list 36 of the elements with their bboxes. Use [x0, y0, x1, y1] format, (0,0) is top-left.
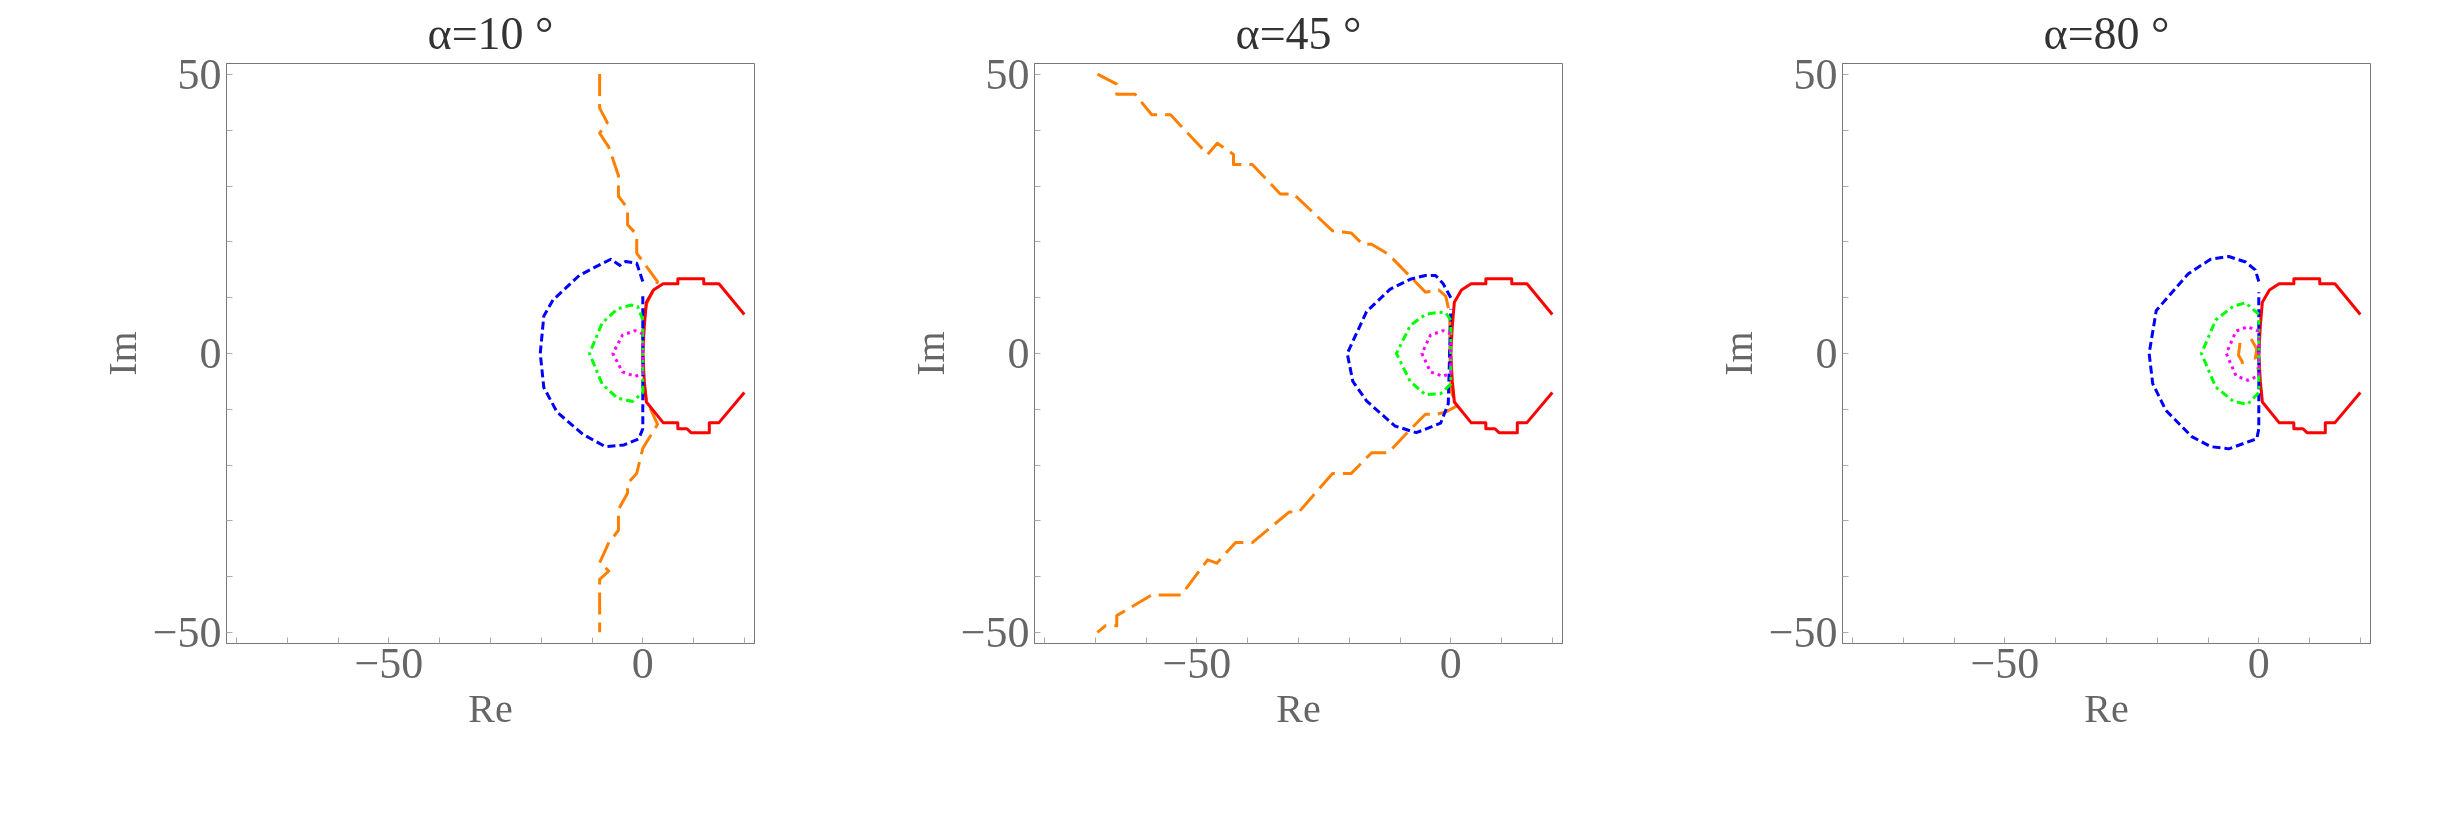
x-axis-title: Re — [1276, 685, 1321, 731]
line-series — [2199, 301, 2261, 406]
x-tick-label: −50 — [1970, 638, 2040, 688]
line-series — [1420, 329, 1453, 378]
y-tick-label: 0 — [1007, 329, 1030, 378]
line-series — [611, 329, 645, 378]
y-axis-title: Im — [99, 331, 145, 376]
y-tick-label: 50 — [985, 50, 1030, 100]
chart-title: α=45 ° — [1235, 7, 1362, 59]
y-axis-title: Im — [1715, 331, 1761, 376]
line-series — [1345, 273, 1453, 435]
line-series — [1449, 277, 1554, 435]
x-tick-label: 0 — [631, 638, 654, 688]
y-tick-label: 50 — [177, 50, 222, 100]
y-tick-label: 50 — [1793, 50, 1838, 100]
line-series — [1394, 310, 1453, 397]
y-tick-label: −50 — [960, 607, 1030, 657]
line-series — [1095, 72, 1459, 634]
y-axis-title: Im — [907, 331, 953, 376]
x-tick-label: −50 — [1162, 638, 1232, 688]
x-axis-title: Re — [2084, 685, 2129, 731]
y-tick-label: −50 — [1768, 607, 1838, 657]
x-axis-title: Re — [468, 685, 513, 731]
y-tick-label: −50 — [152, 607, 222, 657]
line-series — [598, 72, 660, 634]
line-series — [2224, 325, 2261, 382]
line-series — [588, 303, 645, 403]
y-tick-label: 0 — [199, 329, 222, 378]
line-series — [2147, 254, 2261, 451]
y-tick-label: 0 — [1815, 329, 1838, 378]
x-tick-label: −50 — [354, 638, 424, 688]
line-series — [538, 257, 645, 449]
x-tick-label: 0 — [1439, 638, 1462, 688]
x-tick-label: 0 — [2247, 638, 2270, 688]
chart-title: α=10 ° — [427, 7, 554, 59]
chart-title: α=80 ° — [2043, 7, 2170, 59]
